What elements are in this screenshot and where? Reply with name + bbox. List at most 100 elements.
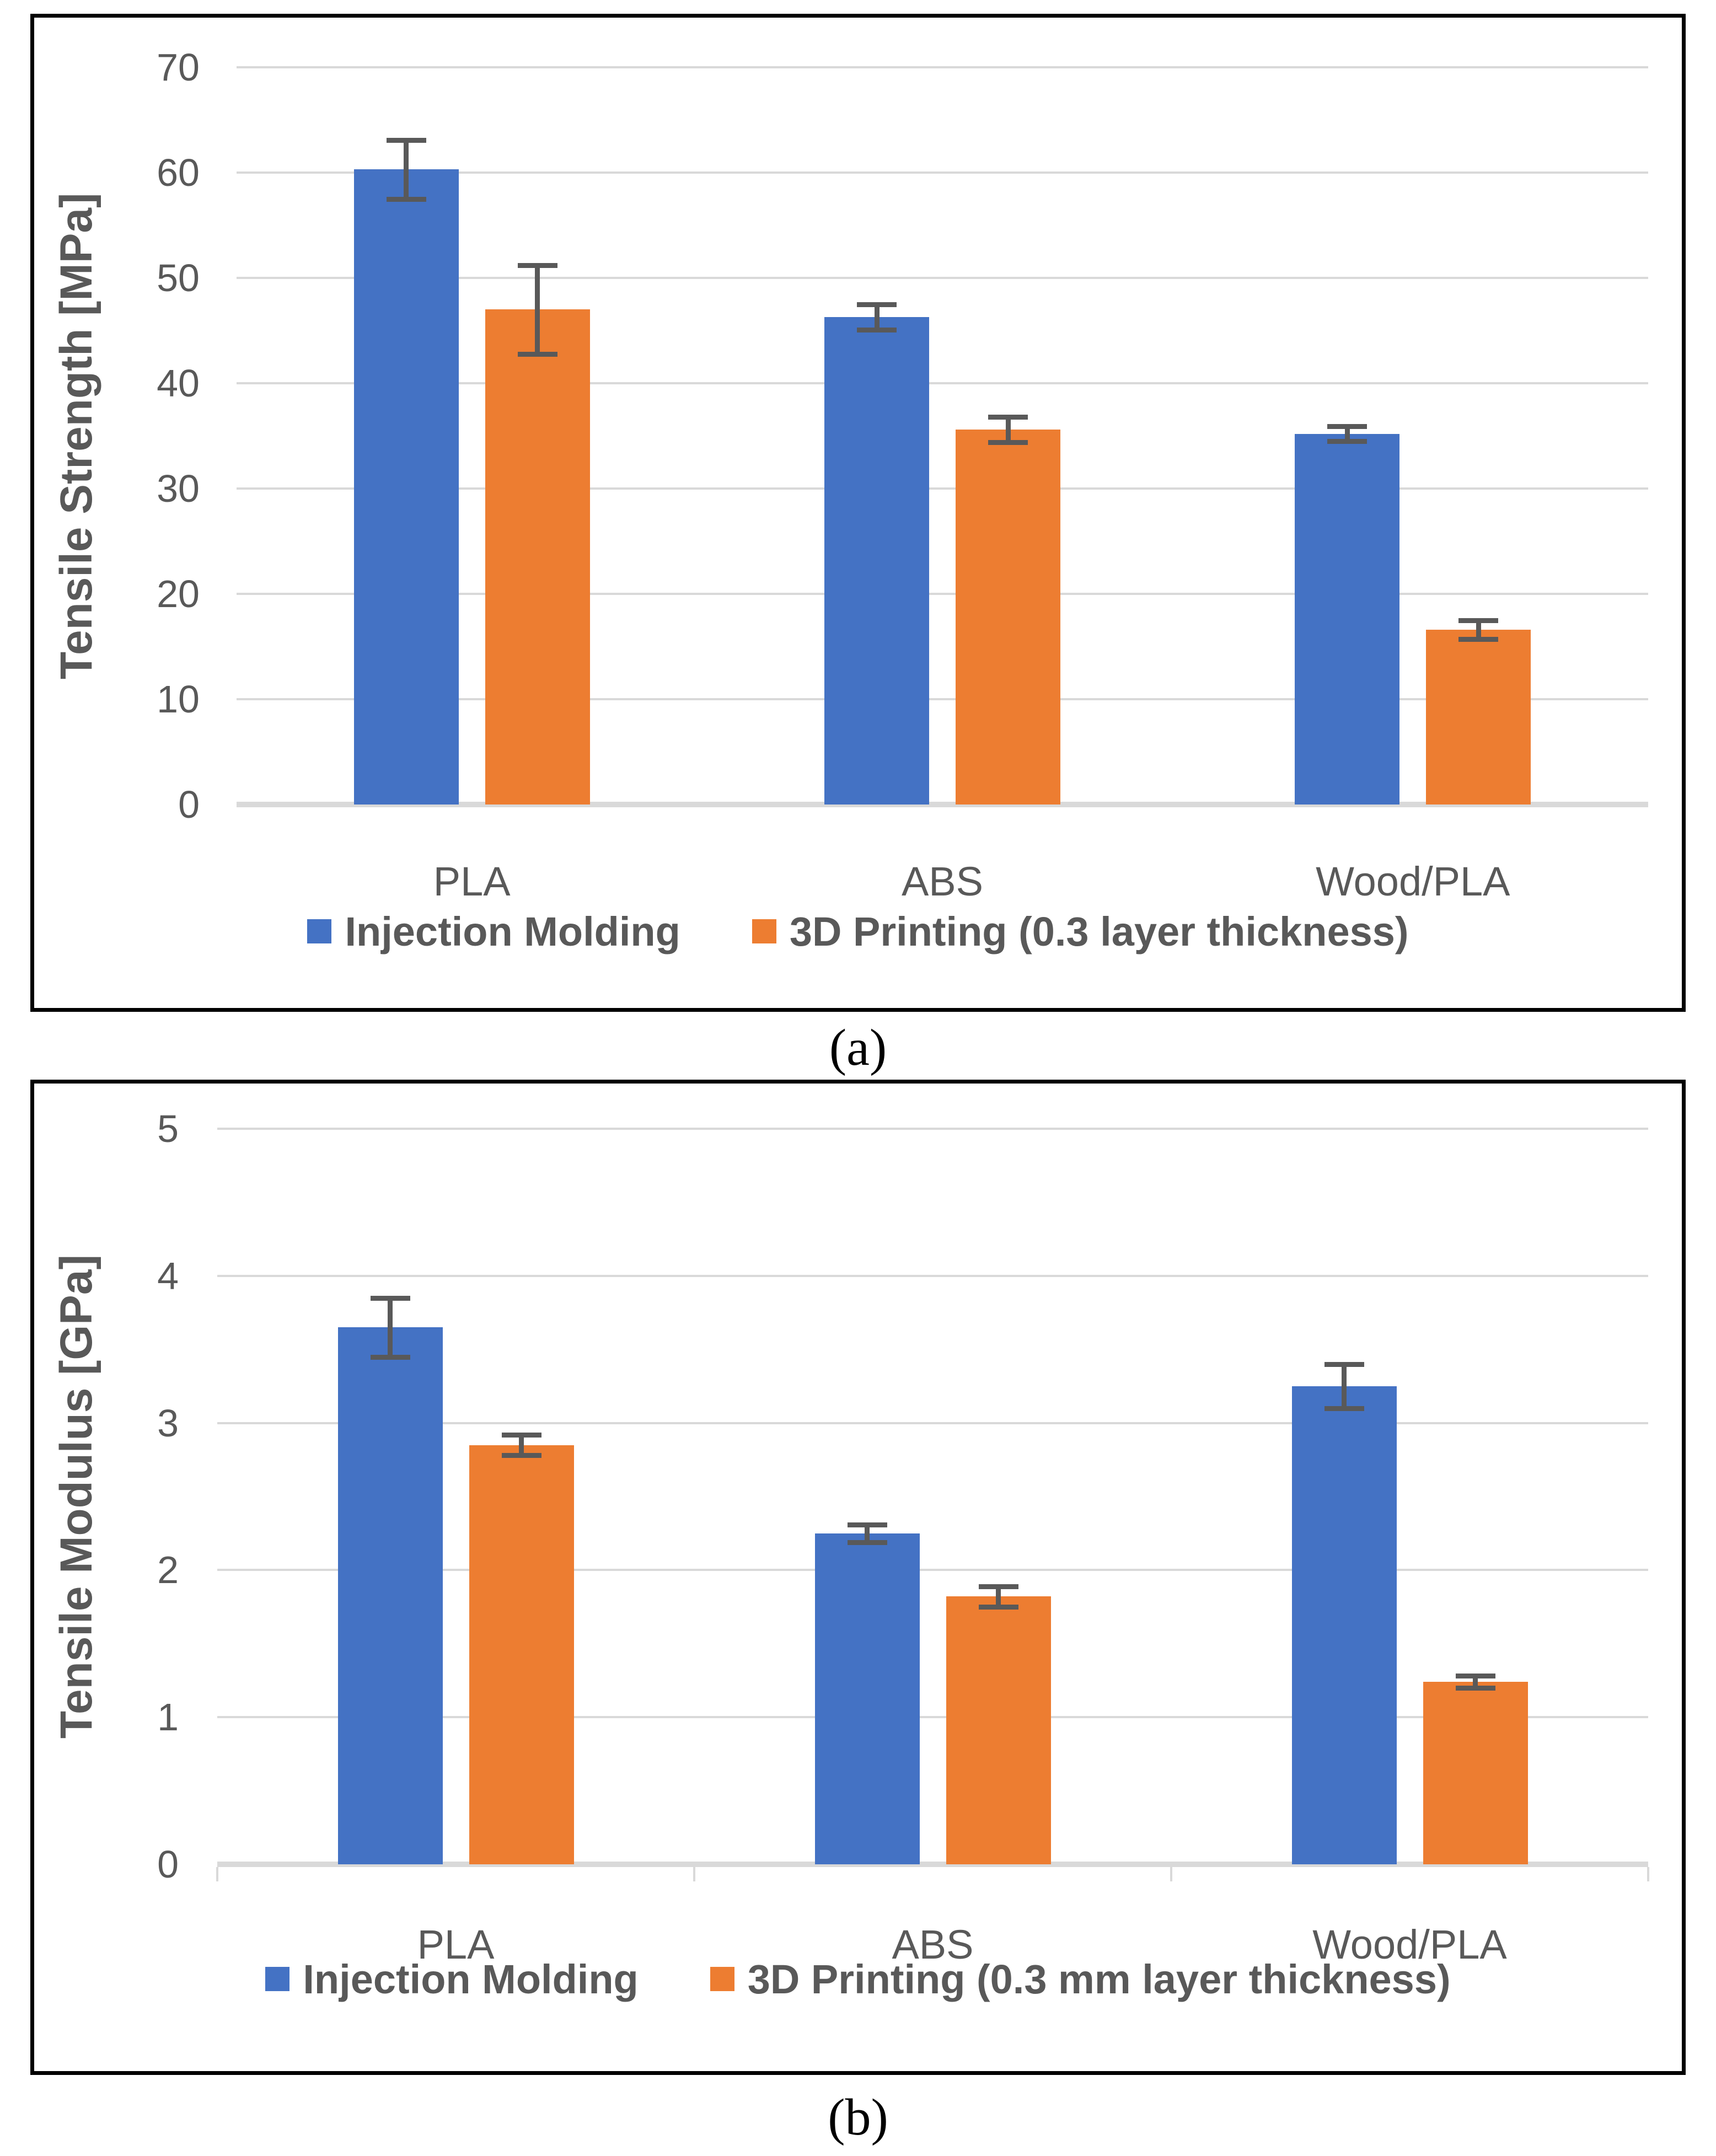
error-bar-line [874,304,880,330]
legend-swatch [265,1967,290,1991]
plot-area-a: 0 10 20 30 40 50 60 70 PLA ABS Wood/PLA [34,18,1682,1008]
category-label: PLA [433,859,511,904]
category-label: ABS [901,859,984,904]
y-tick-label: 70 [157,46,200,89]
x-axis-line [217,1862,1648,1867]
gridline [217,1128,1648,1130]
error-bar-line [1005,417,1011,442]
error-bar-cap-top [1324,1361,1364,1367]
gridline [237,698,1648,700]
legend-item: Injection Molding [265,1956,639,2003]
error-bar-cap-bottom [501,1453,541,1458]
x-axis-line [237,802,1648,807]
bar-injection-molding [814,1533,920,1864]
error-bar-cap-bottom [978,1605,1018,1610]
error-bar-line [519,1434,524,1456]
error-bar-line [1344,426,1350,442]
x-axis-tick [1647,1867,1649,1881]
y-tick-label: 3 [157,1401,179,1445]
gridline [237,277,1648,279]
y-tick-label: 5 [157,1107,179,1150]
error-bar-cap-bottom [517,351,557,357]
legend-item: 3D Printing (0.3 layer thickness) [752,908,1409,955]
legend-item-label: 3D Printing (0.3 mm layer thickness) [747,1956,1451,2002]
error-bar-line [1476,620,1481,640]
legend-item-label: Injection Molding [303,1956,639,2002]
plot-area-b: 0 1 2 3 4 5 PLA ABS Wood/PLA [34,1084,1682,2071]
error-bar-line [404,140,409,199]
gridline [237,487,1648,490]
chart-panel-b: Tensile Modulus [GPa] 0 1 2 3 4 5 PLA ABS Wood/P… [30,1080,1686,2075]
error-bar-cap-bottom [847,1540,887,1545]
chart-panel-a: Tensile Strength [MPa] 0 10 20 30 40 50 60 70 PL… [30,14,1686,1012]
bar-3d-printing [485,309,590,805]
error-bar-cap-top [1327,424,1368,430]
bar-injection-molding [353,169,459,805]
legend-item: 3D Printing (0.3 mm layer thickness) [710,1956,1451,2003]
bar-3d-printing [946,1596,1051,1864]
bar-injection-molding [1295,433,1400,805]
gridline [237,66,1648,68]
legend-swatch [710,1967,734,1991]
error-bar-cap-top [857,302,897,307]
error-bar-line [1342,1364,1347,1408]
x-axis-tick [1170,1867,1172,1881]
bar-injection-molding [337,1327,443,1864]
y-tick-label: 4 [157,1254,179,1297]
category-label: Wood/PLA [1312,1922,1507,1967]
caption-a: (a) [829,1019,887,1076]
legend-item-label: Injection Molding [345,908,680,954]
legend-item-label: 3D Printing (0.3 layer thickness) [789,908,1409,954]
error-bar-line [1473,1676,1478,1688]
error-bar-cap-bottom [857,327,897,332]
bar-3d-printing [956,430,1060,805]
y-tick-label: 20 [157,572,200,615]
error-bar-cap-top [370,1295,410,1301]
bar-injection-molding [1291,1386,1397,1864]
y-tick-label: 0 [157,1843,179,1886]
error-bar-cap-top [988,415,1028,420]
error-bar-cap-bottom [386,196,426,202]
bar-3d-printing [1426,629,1531,805]
y-tick-label: 10 [157,678,200,721]
error-bar-cap-bottom [1458,637,1499,642]
error-bar-cap-bottom [1324,1406,1364,1411]
legend-b: Injection Molding 3D Printing (0.3 mm lay… [34,1951,1682,2007]
error-bar-cap-bottom [1327,439,1368,444]
y-tick-label: 30 [157,467,200,510]
gridline [217,1422,1648,1424]
legend-a: Injection Molding 3D Printing (0.3 layer … [34,904,1682,959]
y-tick-label: 40 [157,362,200,405]
gridline [237,593,1648,595]
y-tick-label: 50 [157,256,200,299]
bar-injection-molding [824,317,929,805]
x-axis-tick [693,1867,695,1881]
error-bar-line [388,1297,393,1357]
error-bar-line [865,1524,870,1542]
y-tick-label: 0 [178,783,200,826]
bar-3d-printing [469,1445,574,1864]
error-bar-cap-top [386,137,426,143]
error-bar-cap-top [1455,1674,1495,1679]
error-bar-cap-top [847,1522,887,1527]
error-bar-cap-top [501,1432,541,1438]
error-bar-line [535,265,540,354]
error-bar-cap-bottom [988,439,1028,445]
category-label: ABS [892,1922,974,1967]
gridline [217,1716,1648,1719]
error-bar-cap-bottom [370,1354,410,1360]
y-tick-label: 2 [157,1548,179,1592]
category-label: PLA [417,1922,495,1967]
error-bar-cap-top [1458,618,1499,623]
caption-b: (b) [828,2089,888,2146]
gridline [237,382,1648,384]
error-bar-cap-bottom [1455,1685,1495,1691]
legend-item: Injection Molding [307,908,680,955]
gridline [217,1274,1648,1277]
error-bar-cap-top [978,1584,1018,1589]
y-tick-label: 1 [157,1696,179,1739]
error-bar-cap-top [517,263,557,269]
legend-swatch [752,919,776,943]
x-axis-tick [216,1867,218,1881]
y-tick-label: 60 [157,151,200,194]
